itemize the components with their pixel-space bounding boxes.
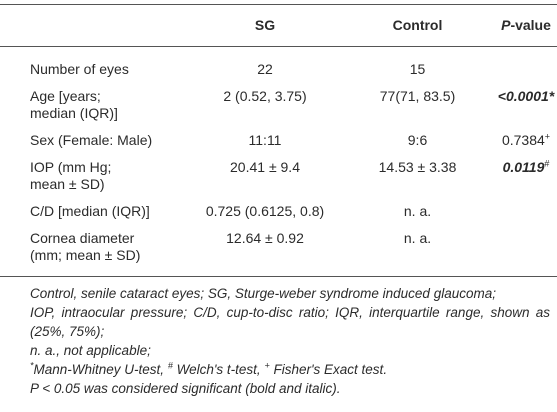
text-line: IOP (mm Hg;	[30, 159, 112, 175]
text-line: mean ± SD)	[30, 176, 105, 192]
table-row: Cornea diameter (mm; mean ± SD) 12.64 ± 0.…	[0, 225, 557, 277]
header-cell: Control	[340, 4, 495, 47]
header-cell	[0, 4, 190, 47]
text-part: <0.0001*	[497, 88, 555, 104]
row-label: Sex (Female: Male)	[30, 132, 153, 148]
footnote: Control, senile cataract eyes; SG, Sturg…	[30, 286, 496, 301]
cell	[495, 225, 557, 277]
cell: 14.53 ± 3.38	[378, 159, 457, 175]
row-label: C/D [median (IQR)]	[30, 203, 150, 219]
footnote: n. a., not applicable;	[30, 343, 151, 358]
cell: n. a.	[403, 230, 432, 246]
header-cell: SG	[190, 4, 340, 47]
text-part: +	[544, 131, 551, 142]
text-part: -value	[510, 17, 551, 33]
cell: 11:11	[248, 132, 282, 148]
text-part: 0.0119	[502, 159, 545, 175]
text-part: P	[501, 17, 511, 33]
footnote: IOP, intraocular pressure; C/D, cup-to-d…	[30, 305, 550, 339]
cell: 77(71, 83.5)	[379, 88, 456, 104]
data-table: SG Control P-value Number of eyes 22 15 Age […	[0, 4, 557, 277]
text-part: 0.7384	[501, 132, 545, 148]
text-part: Welch's t-test,	[172, 362, 265, 377]
row-label: Cornea diameter (mm; mean ± SD)	[0, 225, 190, 277]
cell: 2 (0.52, 3.75)	[223, 88, 307, 104]
table-row: Age [years; median (IQR)] 2 (0.52, 3.75) 77…	[0, 83, 557, 127]
text-part: Mann-Whitney U-test,	[33, 362, 168, 377]
cell: <0.0001*	[495, 83, 557, 127]
cell: 22	[257, 61, 273, 77]
cell: 20.41 ± 9.4	[230, 159, 300, 175]
header-cell: P-value	[495, 4, 557, 47]
table-row: IOP (mm Hg; mean ± SD) 20.41 ± 9.4 14.53 ± …	[0, 154, 557, 198]
text-line: Cornea diameter	[30, 230, 135, 246]
cell: n. a.	[403, 203, 432, 219]
text-part: Fisher's Exact test.	[269, 362, 388, 377]
footnotes: Control, senile cataract eyes; SG, Sturg…	[30, 284, 550, 398]
text-part: #	[544, 158, 550, 169]
text-line: Age [years;	[30, 88, 101, 104]
table-body: Number of eyes 22 15 Age [years; median (IQR…	[0, 47, 557, 277]
row-label: Number of eyes	[30, 61, 129, 77]
footnote: *Mann-Whitney U-test, # Welch's t-test, …	[30, 360, 550, 379]
text-part: *	[30, 360, 34, 371]
table-row: C/D [median (IQR)] 0.725 (0.6125, 0.8) n. …	[0, 198, 557, 225]
footnote: P < 0.05 was considered significant (bol…	[30, 381, 341, 396]
cell: 15	[409, 61, 426, 77]
row-label: IOP (mm Hg; mean ± SD)	[0, 154, 190, 198]
cell: 0.725 (0.6125, 0.8)	[205, 203, 325, 219]
table-row: Number of eyes 22 15	[0, 47, 557, 84]
text-line: (mm; mean ± SD)	[30, 247, 141, 263]
row-label: Age [years; median (IQR)]	[0, 83, 190, 127]
cell	[495, 198, 557, 225]
text-line: median (IQR)]	[30, 105, 118, 121]
table-row: Sex (Female: Male) 11:11 9:6 0.7384+	[0, 127, 557, 154]
cell: 9:6	[407, 132, 428, 148]
cell: 0.7384+	[495, 127, 557, 154]
text-part: #	[167, 360, 173, 371]
header-row: SG Control P-value	[0, 4, 557, 47]
text-part: +	[264, 360, 270, 371]
cell: 12.64 ± 0.92	[226, 230, 304, 246]
cell	[495, 47, 557, 84]
cell: 0.0119#	[495, 154, 557, 198]
